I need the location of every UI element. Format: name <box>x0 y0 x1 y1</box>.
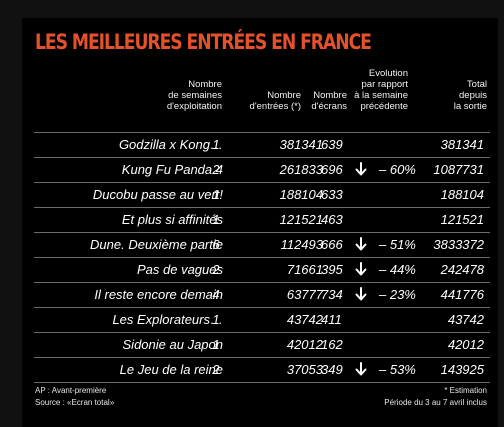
total-cell: 143925 <box>440 362 484 377</box>
footnote-period: Période du 3 au 7 avril inclus <box>384 398 487 407</box>
entries-cell: 42012 <box>286 337 323 352</box>
weeks-cell: 1 <box>212 337 220 352</box>
table-row: Dune. Deuxième partie 6 112493 666 – 51% 3833… <box>34 233 490 258</box>
header-evolution: Evolution par rapport à la semaine précé… <box>354 68 408 112</box>
entries-cell: 37053 <box>286 362 323 377</box>
film-title-cell: Godzilla x Kong… <box>118 137 223 152</box>
weeks-cell: 4 <box>212 287 220 302</box>
arrow-down-icon <box>355 236 367 252</box>
header-total: Total depuis la sortie <box>453 79 487 112</box>
weeks-cell: 1 <box>212 187 220 202</box>
table-row: Godzilla x Kong… 1 381341 639 381341 <box>34 132 490 158</box>
entries-cell: 381341 <box>279 137 323 152</box>
entries-cell: 261833 <box>279 162 323 177</box>
entries-cell: 112493 <box>280 237 323 252</box>
weeks-cell: 1 <box>212 212 220 227</box>
footnote-estimation: * Estimation <box>444 386 487 395</box>
footnote-source: Source : «Ecran total» <box>35 398 115 407</box>
total-cell: 121521 <box>440 212 484 227</box>
film-title-cell: Les Explorateurs… <box>112 312 223 327</box>
weeks-cell: 2 <box>212 362 220 377</box>
screens-cell: 411 <box>321 312 342 327</box>
header-weeks: Nombre de semaines d'exploitation <box>166 79 222 112</box>
arrow-down-icon <box>355 261 367 277</box>
weeks-cell: 1 <box>212 137 220 152</box>
total-cell: 188104 <box>440 187 484 202</box>
total-cell: 42012 <box>447 337 484 352</box>
box-office-table: Godzilla x Kong… 1 381341 639 381341 Kung Fu … <box>34 132 490 383</box>
total-cell: 381341 <box>440 137 484 152</box>
screens-cell: 639 <box>321 137 343 152</box>
total-cell: 441776 <box>440 287 484 302</box>
screens-cell: 349 <box>321 362 343 377</box>
film-title-cell: Le Jeu de la reine <box>119 362 223 377</box>
table-panel <box>22 18 498 427</box>
arrow-down-icon <box>355 361 367 377</box>
entries-cell: 63777 <box>286 287 323 302</box>
film-title-cell: Kung Fu Panda 4 <box>121 162 223 177</box>
screens-cell: 633 <box>321 187 343 202</box>
entries-cell: 188104 <box>279 187 323 202</box>
film-title-cell: Sidonie au Japon <box>122 337 223 352</box>
table-row: Il reste encore demain 4 63777 734 – 23% 4417… <box>34 283 490 308</box>
weeks-cell: 2 <box>212 262 220 277</box>
film-title-cell: Pas de vagues <box>136 262 223 277</box>
film-title-cell: Dune. Deuxième partie <box>90 237 223 252</box>
header-entries: Nombre d'entrées (*) <box>249 90 301 112</box>
arrow-down-icon <box>355 286 367 302</box>
screens-cell: 395 <box>321 262 343 277</box>
film-title-cell: Et plus si affinités <box>121 212 223 227</box>
table-row: Le Jeu de la reine 2 37053 349 – 53% 143925 <box>34 358 490 383</box>
weeks-cell: 2 <box>212 162 220 177</box>
table-row: Sidonie au Japon 1 42012 162 42012 <box>34 333 490 358</box>
table-title: LES MEILLEURES ENTRÉES EN FRANCE <box>35 30 372 54</box>
screens-cell: 162 <box>321 337 343 352</box>
table-row: Pas de vagues 2 71661 395 – 44% 242478 <box>34 258 490 283</box>
total-cell: 242478 <box>440 262 484 277</box>
evolution-cell: – 23% <box>379 287 416 302</box>
screens-cell: 696 <box>321 162 343 177</box>
weeks-cell: 1 <box>212 312 220 327</box>
screens-cell: 734 <box>321 287 343 302</box>
evolution-cell: – 53% <box>379 362 416 377</box>
total-cell: 1087731 <box>433 162 484 177</box>
footnote-ap: AP : Avant-première <box>35 386 107 395</box>
table-row: Et plus si affinités 1 121521 463 121521 <box>34 208 490 233</box>
entries-cell: 121521 <box>279 212 323 227</box>
evolution-cell: – 51% <box>379 237 416 252</box>
total-cell: 3833372 <box>433 237 484 252</box>
evolution-cell: – 60% <box>379 162 416 177</box>
arrow-down-icon <box>355 161 367 177</box>
screens-cell: 666 <box>321 237 343 252</box>
header-screens: Nombre d'écrans <box>311 90 347 112</box>
evolution-cell: – 44% <box>379 262 416 277</box>
entries-cell: 71661 <box>286 262 323 277</box>
table-row: Ducobu passe au vert! 1 188104 633 188104 <box>34 183 490 208</box>
entries-cell: 43742 <box>286 312 323 327</box>
table-row: Kung Fu Panda 4 2 261833 696 – 60% 1087731 <box>34 158 490 183</box>
film-title-cell: Il reste encore demain <box>94 287 223 302</box>
table-row: Les Explorateurs… 1 43742 411 43742 <box>34 308 490 333</box>
total-cell: 43742 <box>447 312 484 327</box>
screens-cell: 463 <box>321 212 343 227</box>
weeks-cell: 6 <box>212 237 220 252</box>
film-title-cell: Ducobu passe au vert! <box>92 187 223 202</box>
